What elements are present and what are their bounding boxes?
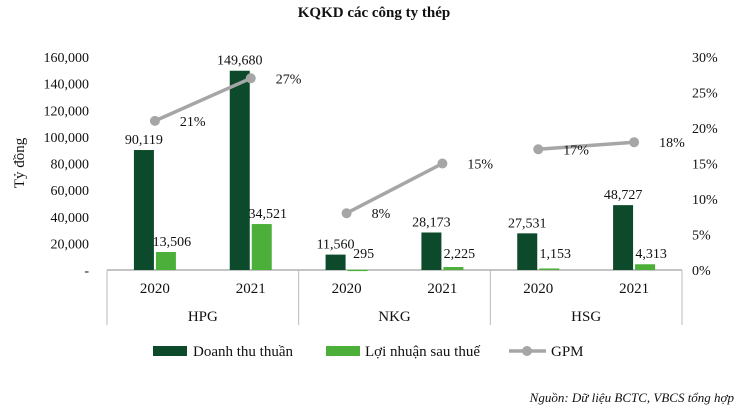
y-tick-label: 160,000 xyxy=(44,51,90,66)
gpm-data-label: 21% xyxy=(180,115,206,130)
y2-tick-label: 10% xyxy=(692,193,718,208)
x-tick-label: 2020 xyxy=(332,281,362,297)
source-note: Nguồn: Dữ liệu BCTC, VBCS tổng hợp xyxy=(529,390,734,405)
x-tick-label: 2020 xyxy=(140,281,170,297)
profit-data-label: 34,521 xyxy=(249,207,288,222)
gpm-point xyxy=(149,115,160,126)
y2-tick-label: 25% xyxy=(692,87,718,102)
bar-revenue xyxy=(421,232,442,270)
y2-tick-label: 15% xyxy=(692,158,718,173)
legend-swatch-revenue xyxy=(153,346,187,356)
group-label: HPG xyxy=(188,309,218,325)
x-tick-label: 2021 xyxy=(236,281,266,297)
bar-profit xyxy=(635,264,656,270)
bar-profit xyxy=(539,268,560,270)
group-label: HSG xyxy=(571,309,601,325)
bar-profit xyxy=(251,224,272,270)
bar-profit xyxy=(443,267,464,270)
gpm-point xyxy=(341,208,352,219)
y-tick-label: 80,000 xyxy=(51,158,90,173)
revenue-data-label: 28,173 xyxy=(412,215,451,230)
gpm-data-label: 27% xyxy=(276,72,302,87)
gpm-data-label: 8% xyxy=(372,207,391,222)
x-tick-label: 2021 xyxy=(619,281,649,297)
legend-label-gpm: GPM xyxy=(551,344,584,360)
y-tick-label: 20,000 xyxy=(51,237,90,252)
legend-swatch-profit xyxy=(326,346,360,356)
y2-tick-label: 20% xyxy=(692,122,718,137)
x-tick-label: 2021 xyxy=(427,281,457,297)
gpm-line xyxy=(538,140,635,152)
gpm-point xyxy=(629,137,640,148)
profit-data-label: 1,153 xyxy=(540,247,572,262)
y2-tick-label: 0% xyxy=(692,264,711,279)
gpm-point xyxy=(533,144,544,155)
y2-tick-label: 30% xyxy=(692,51,718,66)
revenue-data-label: 27,531 xyxy=(508,216,547,231)
gpm-data-label: 17% xyxy=(563,143,589,158)
gpm-line xyxy=(154,76,252,123)
gpm-data-label: 18% xyxy=(659,136,685,151)
chart-title: KQKD các công ty thép xyxy=(297,5,451,21)
bar-profit xyxy=(347,269,368,272)
revenue-data-label: 90,119 xyxy=(125,133,163,148)
revenue-data-label: 48,727 xyxy=(604,188,643,203)
legend-label-revenue: Doanh thu thuần xyxy=(193,344,293,360)
bar-profit xyxy=(155,252,176,270)
bar-revenue xyxy=(613,205,634,270)
profit-data-label: 2,225 xyxy=(444,247,476,262)
revenue-data-label: 11,560 xyxy=(317,238,355,253)
bar-revenue xyxy=(325,254,346,270)
group-label: NKG xyxy=(378,309,411,325)
y-tick-label: 140,000 xyxy=(44,78,90,93)
revenue-data-label: 149,680 xyxy=(217,54,263,69)
profit-data-label: 295 xyxy=(353,247,374,262)
bar-revenue xyxy=(133,150,154,270)
y-tick-label: 120,000 xyxy=(44,104,90,119)
bar-revenue xyxy=(229,70,250,271)
y-tick-label: - xyxy=(84,264,89,279)
profit-data-label: 13,506 xyxy=(153,235,192,250)
y-tick-label: 40,000 xyxy=(51,211,90,226)
y-tick-label: 60,000 xyxy=(51,184,90,199)
y-axis-label: Tỷ đồng xyxy=(12,137,28,188)
y-tick-label: 100,000 xyxy=(44,131,90,146)
bar-revenue xyxy=(517,233,538,270)
legend-swatch-gpm-marker xyxy=(522,346,532,356)
gpm-point xyxy=(245,73,256,84)
y2-tick-label: 5% xyxy=(692,229,711,244)
profit-data-label: 4,313 xyxy=(635,247,667,262)
x-tick-label: 2020 xyxy=(523,281,553,297)
gpm-point xyxy=(437,158,448,169)
gpm-data-label: 15% xyxy=(467,158,493,173)
gpm-line xyxy=(345,161,444,215)
legend-label-profit: Lợi nhuận sau thuế xyxy=(365,344,480,360)
